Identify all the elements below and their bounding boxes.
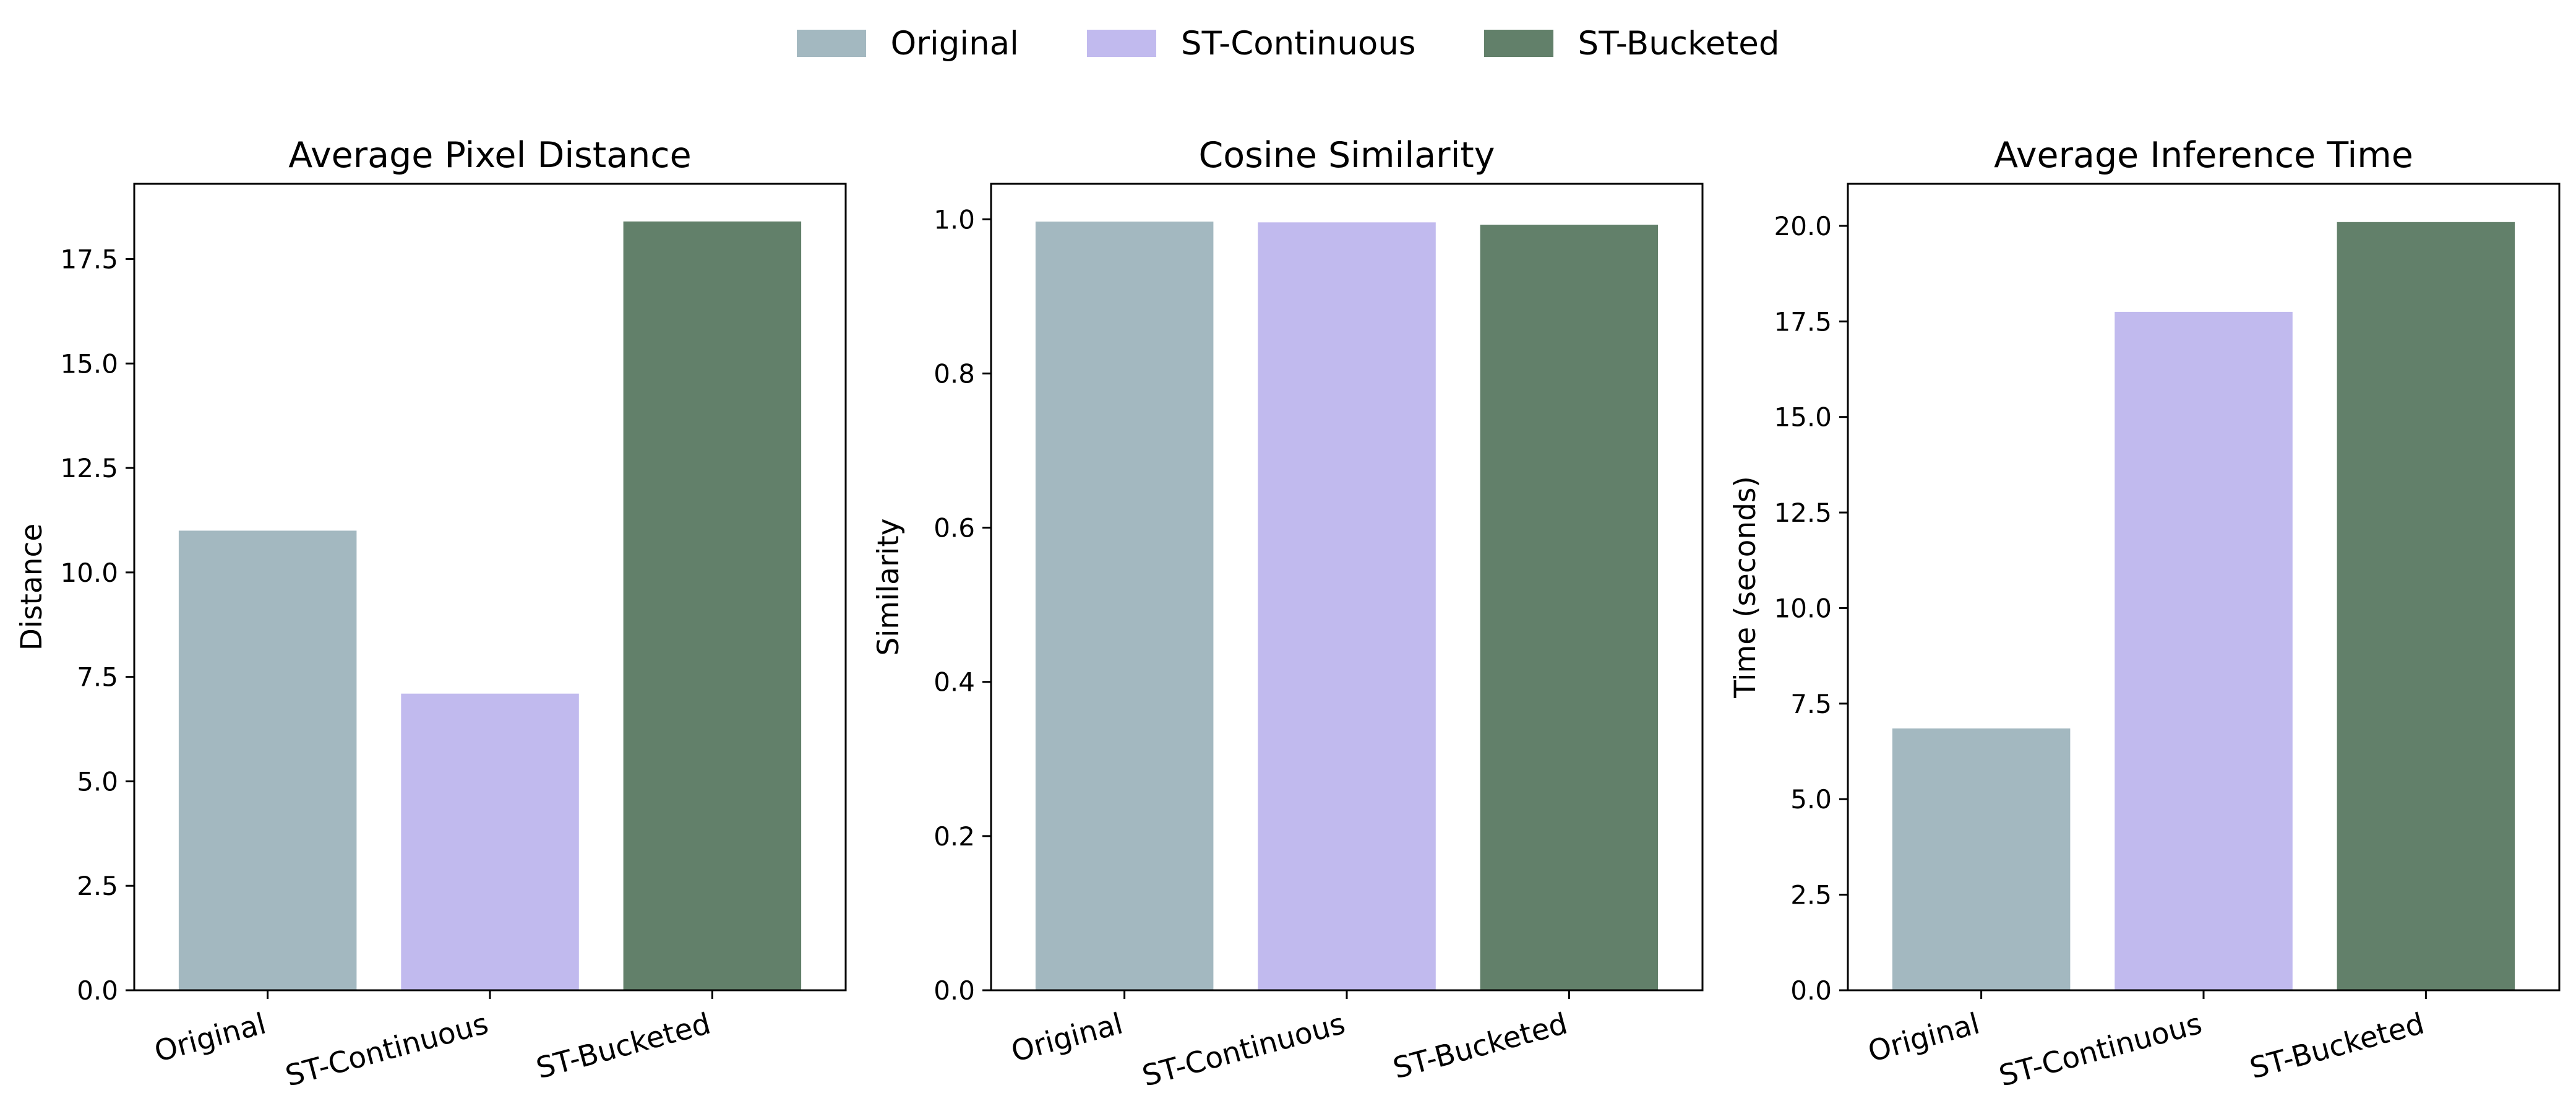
- chart-2-xtick-label-st-bucketed: ST-Bucketed: [1389, 1006, 1571, 1086]
- chart-2-xtick-label-original: Original: [1008, 1006, 1127, 1069]
- legend-label-st-continuous: ST-Continuous: [1180, 24, 1416, 63]
- chart-2-ylabel: Similarity: [872, 518, 906, 655]
- chart-1-ytick-label: 17.5: [60, 244, 118, 275]
- legend-label-st-bucketed: ST-Bucketed: [1578, 24, 1780, 63]
- chart-2-bar-original: [1035, 222, 1214, 990]
- chart-3-ytick-label: 17.5: [1774, 306, 1832, 337]
- chart-3-bar-st-continuous: [2114, 311, 2293, 990]
- legend-swatch-st-bucketed: [1483, 30, 1553, 57]
- chart-3-ytick-label: 20.0: [1774, 211, 1832, 241]
- chart-3-ytick-label: 0.0: [1790, 975, 1832, 1006]
- chart-3-bar-original: [1892, 728, 2071, 990]
- chart-3-ytick-label: 2.5: [1790, 880, 1832, 910]
- chart-3-ytick-label: 15.0: [1774, 402, 1832, 433]
- chart-2-ytick-label: 1.0: [934, 204, 975, 235]
- chart-1-ytick-label: 12.5: [60, 453, 118, 483]
- chart-1-xtick-label-original: Original: [151, 1006, 270, 1069]
- chart-1-bar-st-continuous: [401, 693, 579, 990]
- chart-2-ytick-label: 0.2: [934, 821, 975, 852]
- legend-swatch-original: [796, 30, 866, 57]
- chart-1-ytick-label: 7.5: [77, 662, 118, 693]
- chart-1-title: Average Pixel Distance: [288, 135, 691, 176]
- chart-3-bar-st-bucketed: [2337, 222, 2515, 990]
- chart-2-title: Cosine Similarity: [1198, 135, 1495, 176]
- chart-2-xtick-label-st-continuous: ST-Continuous: [1139, 1006, 1349, 1093]
- chart-2-ytick-label: 0.4: [934, 667, 975, 698]
- chart-3-ytick-label: 12.5: [1774, 498, 1832, 528]
- chart-1-ytick-label: 0.0: [77, 975, 118, 1006]
- chart-2: 0.0 0.2 0.4 0.6 0.8 1.0 Original ST-Continuous S…: [872, 135, 1704, 1094]
- chart-legend: Original ST-Continuous ST-Bucketed: [0, 19, 2576, 68]
- chart-3-ytick-label: 7.5: [1790, 689, 1832, 719]
- chart-1-bar-original: [178, 530, 357, 990]
- chart-1-ytick-label: 15.0: [60, 348, 118, 379]
- chart-2-ytick-label: 0.0: [934, 975, 975, 1006]
- chart-3-ytick-label: 10.0: [1774, 593, 1832, 623]
- chart-3-xtick-label-st-continuous: ST-Continuous: [1996, 1006, 2205, 1093]
- chart-3: 0.0 2.5 5.0 7.5 10.0 12.5 15.0 17.5 20.0 Original…: [1728, 135, 2561, 1094]
- chart-1-bar-st-bucketed: [623, 221, 802, 990]
- chart-1: 0.0 2.5 5.0 7.5 10.0 12.5 15.0 17.5 Original ST-C…: [15, 135, 847, 1094]
- chart-3-title: Average Inference Time: [1994, 135, 2413, 176]
- chart-2-bar-st-bucketed: [1480, 225, 1659, 990]
- chart-3-xtick-label-st-bucketed: ST-Bucketed: [2246, 1006, 2428, 1086]
- legend-swatch-st-continuous: [1086, 30, 1156, 57]
- legend-item-original: Original: [796, 24, 1019, 63]
- chart-2-ytick-label: 0.6: [934, 513, 975, 543]
- legend-item-st-bucketed: ST-Bucketed: [1483, 24, 1780, 63]
- chart-2-bar-st-continuous: [1258, 222, 1436, 990]
- legend-label-original: Original: [890, 24, 1019, 63]
- chart-3-ytick-label: 5.0: [1790, 784, 1832, 814]
- chart-1-ytick-label: 2.5: [77, 871, 118, 901]
- chart-2-ytick-label: 0.8: [934, 358, 975, 389]
- chart-3-ylabel: Time (seconds): [1728, 476, 1762, 699]
- chart-1-xtick-label-st-bucketed: ST-Bucketed: [533, 1006, 714, 1086]
- chart-1-ytick-label: 5.0: [77, 766, 118, 797]
- chart-1-ylabel: Distance: [15, 524, 49, 651]
- chart-1-xtick-label-st-continuous: ST-Continuous: [282, 1006, 492, 1093]
- chart-1-ytick-label: 10.0: [60, 558, 118, 588]
- chart-3-xtick-label-original: Original: [1865, 1006, 1983, 1069]
- legend-item-st-continuous: ST-Continuous: [1086, 24, 1416, 63]
